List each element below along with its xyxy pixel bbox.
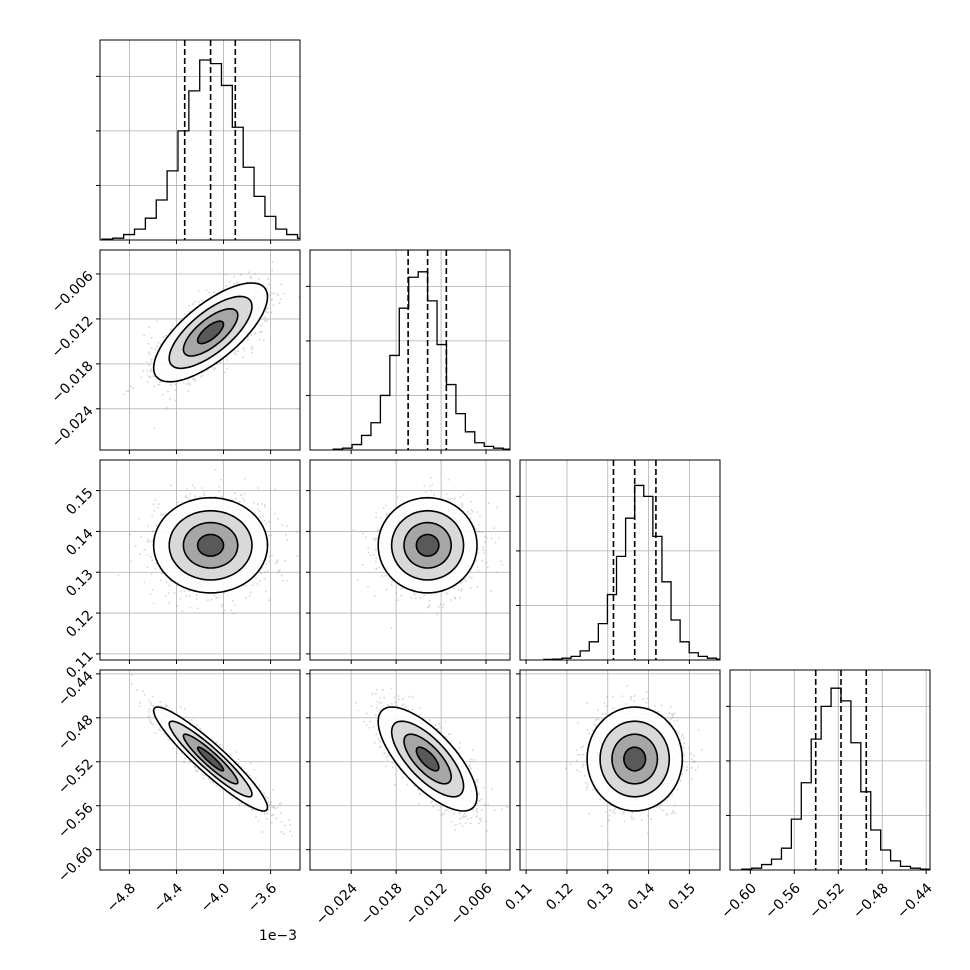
panel-0-0-plot-area [100, 40, 300, 240]
x-tick-label-3-0: −0.60 [718, 880, 760, 922]
panel-frame-3-1 [309, 669, 511, 871]
x-tick-label-0-2: −4.0 [198, 880, 233, 915]
y-tick-label-1-0: −0.024 [49, 403, 97, 451]
panel-frame-3-0 [99, 669, 301, 871]
x-tick-label-3-4: −0.44 [894, 880, 936, 922]
panel-frame-2-0 [99, 459, 301, 661]
density-contour-2-1-3 [415, 533, 440, 557]
panel-2-2 [516, 459, 721, 664]
x-tick-label-3-2: −0.52 [806, 880, 848, 922]
y-tick-label-2-4: 0.15 [63, 485, 96, 518]
y-tick-label-3-3: −0.48 [55, 712, 97, 754]
panel-1-0-plot-area [100, 250, 300, 450]
panel-3-3 [726, 669, 931, 874]
panel-frame-3-2 [519, 669, 721, 871]
panel-3-3-plot-area [730, 670, 930, 870]
y-tick-label-3-2: −0.52 [55, 756, 97, 798]
x-axis-offset-label: 1e−3 [259, 928, 297, 944]
panel-3-0-plot-area [100, 670, 300, 870]
panel-2-1 [306, 459, 511, 664]
x-tick-label-3-3: −0.48 [850, 880, 892, 922]
x-tick-label-1-0: −0.024 [313, 880, 361, 928]
x-tick-label-2-3: 0.14 [625, 880, 658, 913]
y-tick-label-2-2: 0.13 [63, 567, 96, 600]
x-tick-label-2-2: 0.13 [584, 880, 617, 913]
x-tick-label-1-1: −0.018 [358, 880, 406, 928]
panel-3-0 [96, 669, 301, 874]
y-tick-label-2-3: 0.14 [63, 526, 96, 559]
y-tick-label-3-0: −0.60 [55, 844, 97, 886]
density-contour-3-1-3 [415, 746, 440, 772]
x-tick-label-1-3: −0.006 [448, 880, 496, 928]
panel-2-0 [96, 459, 301, 664]
x-tick-label-0-0: −4.8 [104, 880, 139, 915]
panel-0-0 [96, 39, 301, 244]
panel-3-2-plot-area [520, 670, 720, 870]
panel-1-1-plot-area [310, 250, 510, 450]
x-tick-label-1-2: −0.012 [403, 880, 451, 928]
density-contour-3-0-3 [196, 746, 225, 772]
x-tick-label-2-1: 0.12 [543, 880, 576, 913]
panel-1-0 [96, 249, 301, 454]
y-tick-label-1-1: −0.018 [49, 358, 97, 406]
panel-3-1-plot-area [310, 670, 510, 870]
panel-2-2-plot-area [520, 460, 720, 660]
panel-frame-0-0 [99, 39, 301, 241]
density-contour-2-0-3 [196, 533, 225, 557]
density-contour-1-0-3 [196, 320, 225, 345]
panel-1-1 [306, 249, 511, 454]
panel-frame-2-2 [519, 459, 721, 661]
panel-frame-1-1 [309, 249, 511, 451]
y-tick-label-1-3: −0.006 [49, 268, 97, 316]
histogram-step-3 [741, 687, 930, 870]
panel-2-0-plot-area [100, 460, 300, 660]
x-tick-label-0-3: −3.6 [245, 880, 280, 915]
panel-frame-3-3 [729, 669, 931, 871]
x-tick-label-0-1: −4.4 [151, 880, 186, 915]
panel-3-1 [306, 669, 511, 874]
x-tick-label-3-1: −0.56 [762, 880, 804, 922]
x-tick-label-2-4: 0.15 [666, 880, 699, 913]
y-tick-label-2-1: 0.12 [63, 607, 96, 640]
panel-frame-1-0 [99, 249, 301, 451]
panel-2-1-plot-area [310, 460, 510, 660]
y-tick-label-3-1: −0.56 [55, 800, 97, 842]
panel-3-2 [516, 669, 721, 874]
x-tick-label-2-0: 0.11 [502, 880, 535, 913]
y-tick-label-1-2: −0.012 [49, 313, 97, 361]
panel-frame-2-1 [309, 459, 511, 661]
density-contour-3-2-3 [623, 746, 647, 772]
